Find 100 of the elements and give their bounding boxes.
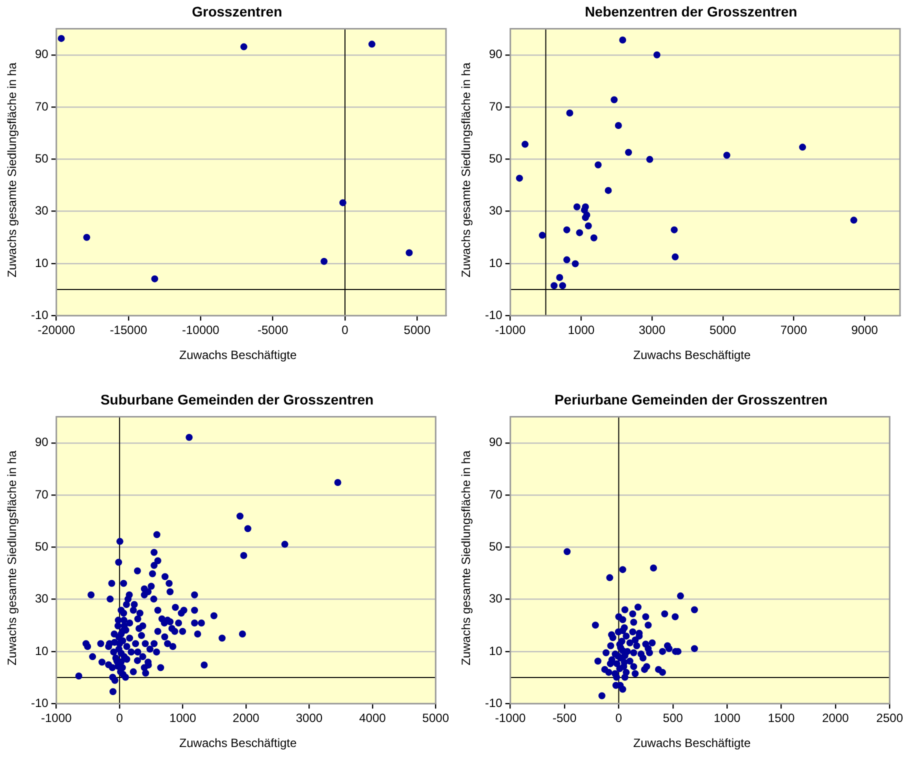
y-tick-label: 10 — [34, 644, 49, 658]
x-tick-label: 1000 — [568, 323, 595, 338]
point — [584, 222, 592, 230]
point — [538, 232, 546, 239]
y-tick-label: -10 — [485, 696, 503, 710]
x-tick-label: 2000 — [232, 711, 260, 726]
x-tick-label: 1000 — [714, 711, 741, 726]
point — [320, 258, 328, 265]
y-tick-label: -10 — [31, 308, 49, 322]
x-tick-label: -15000 — [110, 323, 148, 338]
x-tick-label: 5000 — [710, 323, 737, 338]
x-axis-title: Zuwachs Beschäftigte — [632, 736, 752, 750]
x-tick-label: -5000 — [257, 323, 288, 338]
y-tick-label: 70 — [34, 99, 49, 114]
x-tick-label: -1000 — [40, 711, 72, 726]
y-tick-label: 90 — [488, 435, 503, 450]
y-tick-label: 10 — [34, 256, 49, 270]
x-tick-label: 5000 — [404, 323, 431, 338]
y-tick-label: -10 — [485, 308, 503, 322]
x-tick-label: 0 — [342, 323, 349, 338]
x-tick-label: 3000 — [296, 711, 323, 726]
x-tick-label: -1000 — [494, 323, 526, 338]
x-axis-title: Zuwachs Beschäftigte — [178, 348, 298, 362]
x-tick-label: 3000 — [638, 323, 666, 338]
y-axis-title: Zuwachs gesamte Siedlungsfläche in ha — [459, 62, 473, 278]
point — [151, 275, 158, 282]
y-tick-label: 90 — [34, 435, 49, 450]
y-tick-label: 70 — [34, 487, 49, 502]
point — [572, 260, 579, 268]
x-tick-label: 0 — [615, 711, 622, 726]
x-tick-label: 4000 — [359, 711, 386, 726]
x-tick-label: 2500 — [876, 711, 904, 726]
point — [582, 214, 589, 222]
point — [614, 122, 622, 130]
point — [566, 110, 574, 117]
x-tick-label: 0 — [116, 711, 124, 726]
y-tick-label: 70 — [488, 99, 503, 114]
point — [563, 256, 570, 264]
x-tick-label: -500 — [552, 711, 577, 726]
y-tick-label: 50 — [488, 539, 503, 554]
point — [563, 226, 570, 234]
point — [556, 274, 564, 282]
point — [653, 51, 660, 58]
y-tick-label: 90 — [34, 47, 49, 62]
y-axis-title: Zuwachs gesamte Siedlungsfläche in ha — [459, 450, 473, 666]
point — [594, 161, 602, 168]
y-tick-label: 30 — [488, 204, 503, 218]
chart-title: Nebenzentren der Grosszentren — [584, 3, 798, 20]
y-tick-label: 10 — [488, 256, 503, 270]
point — [550, 282, 558, 290]
point — [368, 40, 376, 48]
y-tick-label: 30 — [34, 204, 49, 218]
y-tick-label: 30 — [488, 592, 503, 606]
point — [625, 148, 632, 156]
y-tick-label: 10 — [488, 644, 503, 658]
point — [240, 43, 248, 50]
point — [576, 229, 584, 236]
point — [672, 253, 679, 260]
y-tick-label: 50 — [34, 151, 49, 166]
point — [723, 152, 730, 159]
point — [850, 216, 858, 224]
y-axis-title: Zuwachs gesamte Siedlungsfläche in ha — [5, 62, 19, 278]
point — [604, 186, 612, 194]
point — [58, 34, 65, 42]
chart-title: Periurbane Gemeinden der Grosszentren — [554, 391, 828, 408]
point — [559, 282, 566, 290]
chart-title: Grosszentren — [192, 3, 282, 20]
y-axis-title: Zuwachs gesamte Siedlungsfläche in ha — [5, 450, 19, 666]
point — [580, 206, 588, 214]
point — [799, 144, 806, 151]
x-tick-label: 1500 — [768, 711, 795, 726]
point — [646, 156, 654, 163]
y-tick-label: 70 — [488, 487, 503, 502]
point — [406, 249, 413, 256]
point — [610, 96, 618, 104]
chart-title: Suburbane Gemeinden der Grosszentren — [100, 391, 374, 408]
x-tick-label: 2000 — [822, 711, 850, 726]
point — [670, 226, 678, 234]
y-tick-label: -10 — [31, 696, 49, 710]
x-tick-label: 500 — [662, 711, 684, 726]
y-tick-label: 50 — [488, 151, 503, 166]
point — [590, 234, 598, 242]
x-tick-label: 7000 — [780, 323, 808, 338]
x-tick-label: 9000 — [851, 323, 878, 338]
x-tick-label: -20000 — [38, 323, 76, 338]
x-axis-title: Zuwachs Beschäftigte — [632, 348, 752, 362]
point — [573, 203, 580, 210]
y-tick-label: 30 — [34, 592, 49, 606]
y-tick-label: 90 — [488, 47, 503, 62]
x-tick-label: 5000 — [422, 711, 450, 726]
point — [522, 140, 529, 148]
point — [83, 234, 90, 241]
x-tick-label: -10000 — [182, 323, 220, 338]
y-tick-label: 50 — [34, 539, 49, 554]
x-tick-label: -1000 — [494, 711, 526, 726]
x-axis-title: Zuwachs Beschäftigte — [178, 736, 298, 750]
point — [619, 36, 626, 44]
point — [516, 174, 523, 182]
point — [339, 199, 346, 206]
x-tick-label: 1000 — [169, 711, 196, 726]
